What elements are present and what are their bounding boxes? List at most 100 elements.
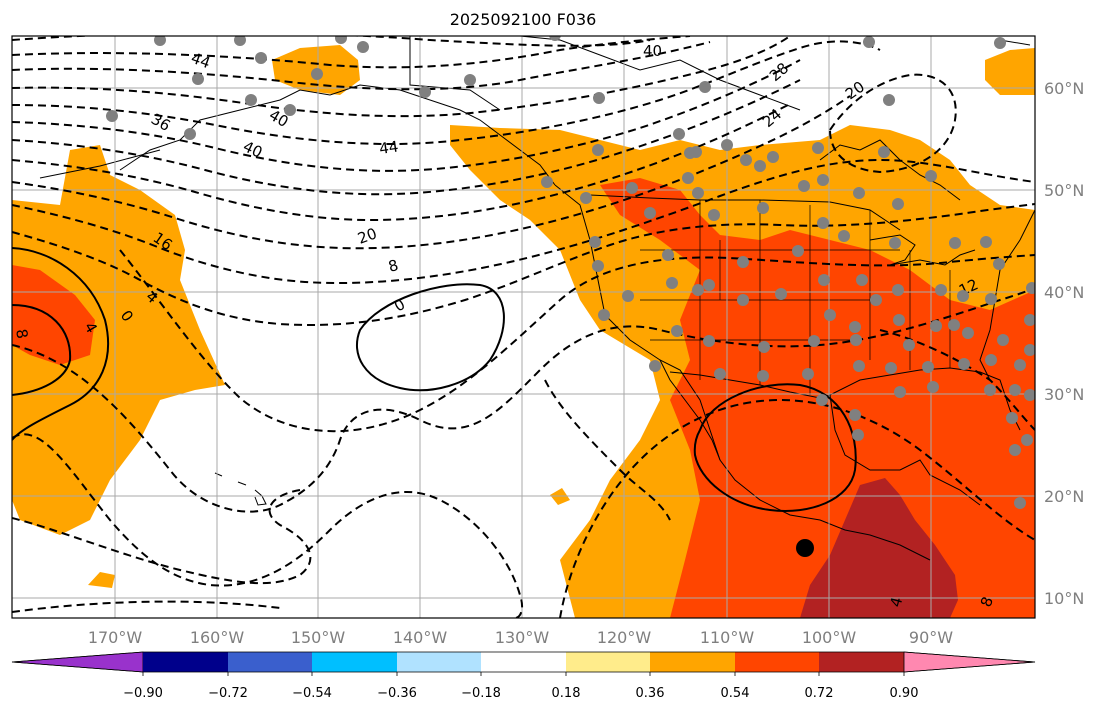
station-dot — [284, 104, 296, 116]
station-dot — [690, 146, 702, 158]
station-dot — [589, 236, 601, 248]
station-dot — [245, 94, 257, 106]
contour-dashed — [12, 36, 651, 47]
station-dot — [703, 279, 715, 291]
station-dot — [335, 36, 347, 44]
contour-dashed — [12, 489, 312, 585]
map-title: 2025092100 F036 — [450, 10, 597, 29]
station-dot — [255, 52, 267, 64]
colorbar-tick-label: 0.18 — [552, 686, 581, 701]
station-dot — [894, 386, 906, 398]
marker-black-dot — [796, 539, 814, 557]
station-dot — [757, 370, 769, 382]
x-tick-label: 130°W — [495, 628, 550, 647]
colorbar-segment — [819, 652, 904, 672]
station-dot — [870, 294, 882, 306]
colorbar-tick-label: 0.54 — [721, 686, 750, 701]
colorbar-segment — [650, 652, 735, 672]
station-dot — [419, 86, 431, 98]
station-dot — [792, 245, 804, 257]
station-dot — [802, 368, 814, 380]
station-dot — [985, 354, 997, 366]
station-dot — [850, 334, 862, 346]
station-dot — [1024, 314, 1035, 326]
colorbar: −0.90 −0.72 −0.54 −0.36 −0.18 0.18 0.36 0.54 0.7… — [11, 651, 1036, 701]
station-dot — [812, 142, 824, 154]
contour-solid-zero-loop — [355, 283, 505, 392]
colorbar-segment — [143, 652, 228, 672]
colorbar-extend-left — [11, 651, 144, 673]
contour-solid-loop-mexico — [693, 383, 857, 512]
colorbar-segment — [312, 652, 397, 672]
coastline-alaska — [119, 84, 556, 186]
contour-label: 20 — [355, 224, 379, 247]
station-dot — [798, 180, 810, 192]
contour-dashed — [119, 249, 1035, 433]
station-dot — [662, 249, 674, 261]
station-dot — [737, 294, 749, 306]
station-dot — [580, 192, 592, 204]
orange-region-northeast — [985, 48, 1035, 95]
x-tick-label: 90°W — [909, 628, 953, 647]
station-dot — [980, 236, 992, 248]
contour-dashed — [12, 36, 791, 118]
station-dot — [644, 207, 656, 219]
x-tick-label: 140°W — [393, 628, 448, 647]
station-dot — [948, 319, 960, 331]
contour-dashed — [12, 40, 881, 145]
coastline-baja — [659, 359, 721, 461]
station-dot — [1009, 444, 1021, 456]
colorbar-tick-label: −0.36 — [377, 686, 417, 701]
station-dot — [922, 361, 934, 373]
coastline-aleutians — [39, 149, 161, 179]
station-dot — [775, 288, 787, 300]
station-dot — [892, 284, 904, 296]
x-axis-ticks: 170°W 160°W 150°W 140°W 130°W 120°W 110°W 100°W… — [88, 628, 953, 647]
station-dot — [1024, 389, 1035, 401]
contour-label: 8 — [386, 256, 400, 276]
x-tick-label: 110°W — [700, 628, 755, 647]
station-dot — [671, 325, 683, 337]
station-dot — [1026, 282, 1035, 294]
station-dot — [878, 146, 890, 158]
station-dot — [893, 314, 905, 326]
red-region-west-pacific — [12, 265, 95, 365]
contour-dashed — [559, 398, 1035, 618]
station-dot — [863, 36, 875, 48]
contour-label: 40 — [643, 42, 662, 60]
coastline-yucatan — [829, 394, 981, 506]
map-frame — [11, 35, 1036, 619]
y-tick-label: 20°N — [1044, 487, 1084, 506]
station-dot — [1006, 412, 1018, 424]
station-dot — [889, 237, 901, 249]
station-dot — [903, 339, 915, 351]
station-dot — [957, 290, 969, 302]
station-dot — [549, 36, 561, 41]
contour-dashed — [544, 379, 671, 521]
y-tick-label: 60°N — [1044, 79, 1084, 98]
colorbar-tick-label: −0.90 — [123, 686, 163, 701]
map-area: 44 40 36 40 44 40 28 24 20 16 20 8 4 0 0… — [12, 36, 1035, 618]
contour-label: 4 — [886, 595, 906, 609]
contour-dashed — [12, 103, 791, 222]
colorbar-tick-label: 0.36 — [636, 686, 665, 701]
station-dot — [699, 81, 711, 93]
coastline-west-coast — [554, 184, 931, 561]
station-dot — [892, 198, 904, 210]
colorbar-segment — [735, 652, 819, 672]
y-axis-ticks: 60°N 50°N 40°N 30°N 20°N 10°N — [1044, 79, 1084, 608]
station-dot — [673, 128, 685, 140]
station-dot — [993, 258, 1005, 270]
station-dot — [758, 341, 770, 353]
station-dot — [593, 92, 605, 104]
station-dot — [626, 182, 638, 194]
contour-solid — [12, 247, 110, 441]
station-dot — [885, 362, 897, 374]
station-dot — [808, 335, 820, 347]
station-dot — [1024, 344, 1035, 356]
station-dot — [622, 290, 634, 302]
station-dot — [849, 321, 861, 333]
station-dot — [935, 284, 947, 296]
station-dot — [958, 358, 970, 370]
contour-dashed — [12, 203, 1035, 326]
